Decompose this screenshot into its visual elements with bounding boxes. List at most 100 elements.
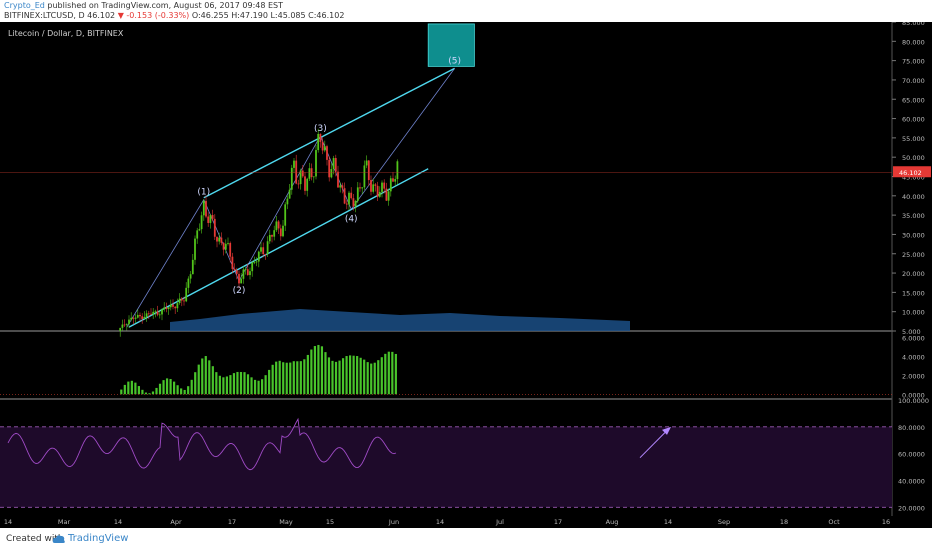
time-tick-label: 14	[114, 518, 122, 526]
candle-body	[359, 187, 361, 189]
cloud-logo-icon	[52, 535, 65, 543]
macd-bar	[257, 380, 260, 395]
ohlc-values: O:46.255 H:47.190 L:45.085 C:46.102	[191, 11, 345, 20]
time-tick-label: Jul	[495, 518, 504, 526]
price-axis[interactable]: 85.000 80.000 75.000 70.000 65.000 60.000 55.0…	[0, 19, 931, 512]
macd-bar	[208, 360, 211, 395]
candle-body	[161, 309, 163, 315]
candle-body	[286, 198, 289, 205]
candle-body	[290, 167, 293, 190]
candle-body	[284, 204, 287, 226]
macd-bar	[148, 393, 151, 395]
time-tick-label: 15	[326, 518, 334, 526]
time-axis[interactable]: 14 Mar 14 Apr 17 May 15 Jun 14 Jul 17 Aug 14 Sep 18 Oct…	[4, 518, 890, 526]
candle-body	[238, 273, 240, 284]
candle-body	[376, 185, 379, 197]
macd-bar	[222, 377, 225, 395]
price-tick-label: 35.000	[902, 212, 925, 220]
macd-bar	[394, 353, 397, 395]
channel-lines	[126, 67, 455, 328]
macd-bar	[158, 383, 162, 395]
chart-title: Litecoin / Dollar, D, BITFINEX	[8, 29, 124, 38]
macd-bar	[282, 362, 285, 395]
candle-body	[321, 141, 324, 151]
last-price-tag	[893, 166, 931, 178]
macd-tick-label: 2.0000	[902, 372, 925, 380]
macd-bar	[151, 391, 155, 395]
candle-body	[176, 302, 179, 309]
macd-bar	[384, 353, 387, 395]
macd-bar	[194, 372, 197, 395]
channel-lower-line	[128, 168, 429, 328]
candle-body	[187, 278, 190, 288]
candle-body	[352, 198, 355, 207]
price-tick-label: 65.000	[902, 96, 925, 104]
macd-bar	[239, 371, 243, 395]
candle-body	[315, 150, 317, 177]
tradingview-brand[interactable]: TradingView	[68, 533, 129, 544]
rsi-arrow-head	[662, 426, 671, 435]
target-zone	[427, 23, 475, 67]
macd-bar	[356, 356, 359, 395]
chart-area[interactable]: (1) (2) (3) (4) (5) 85.000 80.000 75.000 70.000…	[0, 19, 932, 528]
candle-body	[354, 200, 357, 207]
macd-bar	[127, 381, 130, 395]
candle-body	[205, 200, 207, 217]
price-tick-label: 85.000	[902, 22, 925, 27]
candle-body	[242, 269, 245, 279]
candle-body	[143, 316, 146, 319]
created-with-label: Created with	[6, 534, 64, 544]
candle-body	[180, 298, 183, 301]
published-text: published on TradingView.com, August 06,…	[47, 1, 284, 10]
macd-bar	[373, 362, 376, 395]
publish-header: Crypto_Ed published on TradingView.com, …	[0, 0, 932, 22]
down-arrow-icon: ▼	[117, 11, 124, 20]
author-link[interactable]: Crypto_Ed	[4, 1, 45, 10]
candle-body	[308, 168, 311, 179]
candle-body	[136, 314, 139, 318]
rsi-pane	[0, 417, 892, 508]
macd-bar	[173, 381, 176, 395]
candle-body	[310, 168, 313, 178]
macd-bar	[236, 371, 239, 395]
candle-body	[266, 241, 269, 255]
candle-body	[264, 254, 267, 255]
candle-body	[273, 230, 276, 237]
time-tick-label: 16	[882, 518, 890, 526]
macd-bar	[183, 389, 186, 395]
time-tick-label: May	[279, 518, 293, 526]
price-tick-label: 45.000	[902, 174, 925, 182]
macd-bar	[324, 352, 327, 395]
macd-tick-label: 6.0000	[902, 335, 925, 343]
candle-body	[326, 146, 328, 160]
candle-body	[174, 306, 177, 309]
time-tick-label: Oct	[828, 518, 840, 526]
macd-bar	[327, 357, 331, 395]
macd-bar	[313, 346, 316, 395]
price-tick-label: 5.000	[902, 328, 921, 336]
candle-body	[213, 218, 216, 237]
macd-bar	[144, 392, 148, 395]
candle-body	[332, 158, 335, 170]
candle-body	[227, 242, 229, 244]
rsi-tick-label: 80.0000	[898, 424, 925, 432]
last-price-label: 46.102	[899, 169, 922, 177]
candle-body	[282, 225, 284, 237]
macd-bar	[229, 375, 232, 395]
time-tick-label: 14	[4, 518, 12, 526]
candle-body	[191, 259, 194, 275]
chart-svg[interactable]: (1) (2) (3) (4) (5) 85.000 80.000 75.000 70.000…	[0, 19, 932, 528]
candle-body	[268, 234, 271, 242]
wave-label: (2)	[233, 286, 246, 296]
macd-bar	[218, 375, 221, 395]
candle-body	[345, 203, 348, 205]
macd-bar	[190, 379, 193, 395]
candle-body	[317, 133, 320, 151]
wave-label: (4)	[345, 214, 358, 224]
candle-body	[220, 237, 223, 243]
candle-body	[330, 169, 333, 178]
macd-bar	[271, 364, 274, 395]
macd-bar	[275, 361, 278, 395]
candle-body	[244, 269, 247, 271]
macd-bar	[123, 384, 126, 395]
